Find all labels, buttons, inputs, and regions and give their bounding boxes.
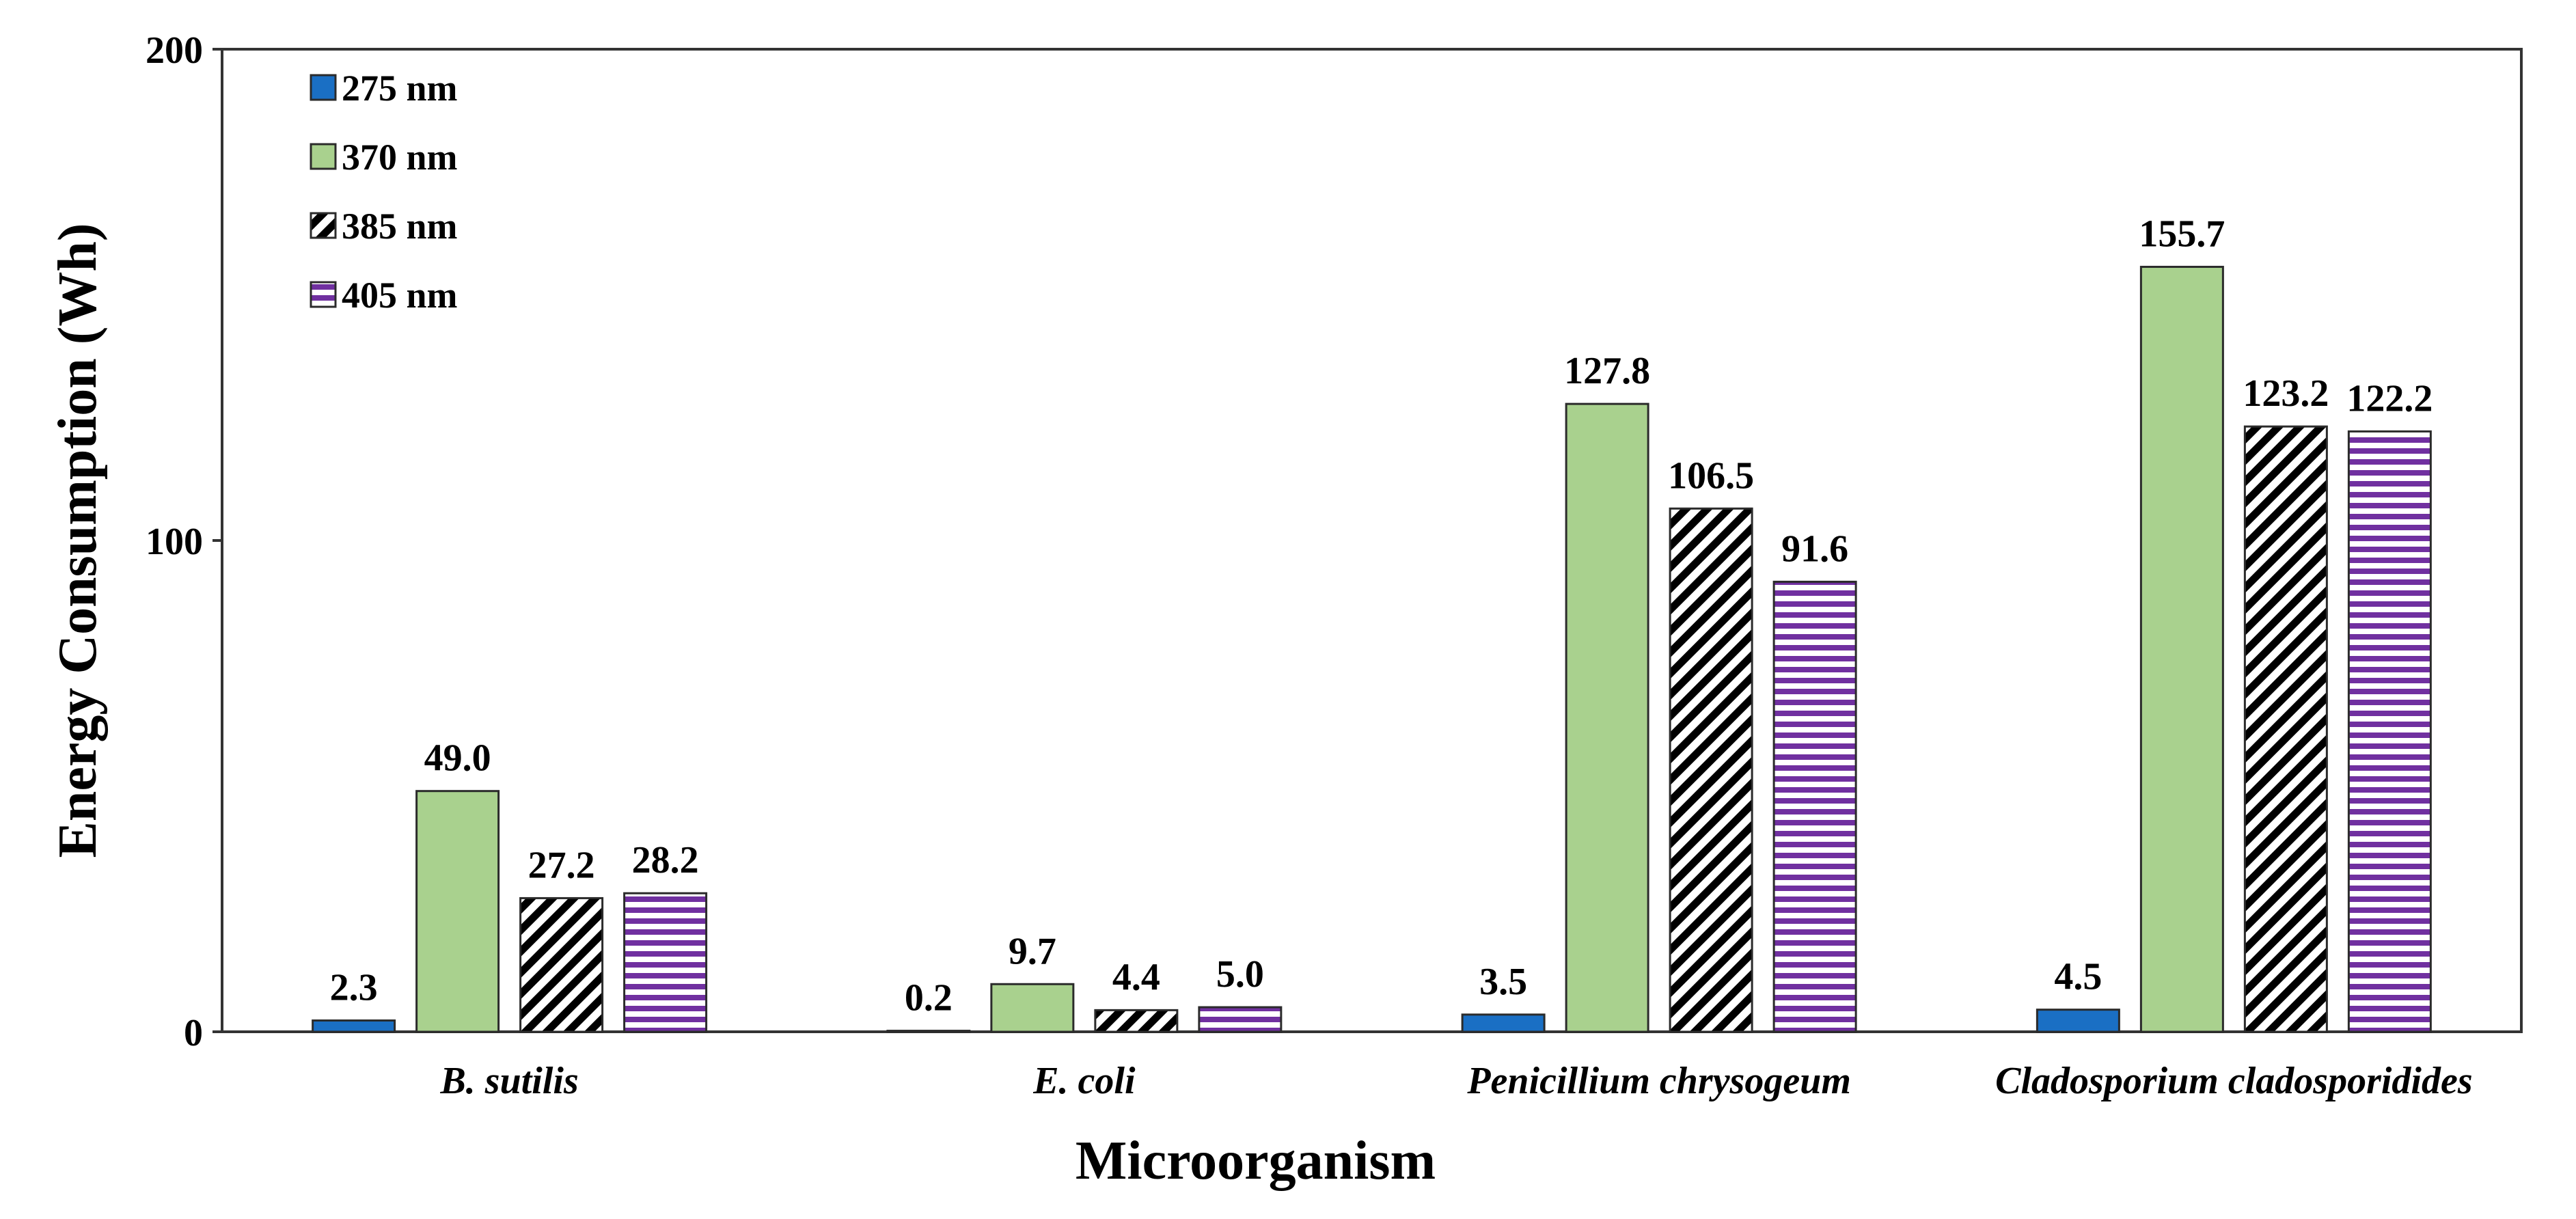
data-label: 123.2	[2243, 372, 2329, 415]
bar-405-nm-2	[1772, 580, 1857, 1033]
data-label: 155.7	[2139, 213, 2225, 256]
legend-swatch	[310, 74, 337, 101]
bar-370-nm-3	[2139, 266, 2224, 1033]
data-label: 91.6	[1781, 528, 1848, 570]
x-axis: B. sutilis E. coli Penicillium chrysogeum C…	[439, 1060, 2472, 1102]
data-label: 0.2	[905, 977, 953, 1019]
data-label: 49.0	[424, 737, 491, 780]
data-label: 5.0	[1216, 953, 1264, 996]
data-label: 4.5	[2054, 956, 2102, 998]
legend-label: 385 nm	[342, 206, 458, 247]
y-axis: 0 100 200	[146, 29, 222, 1054]
y-tick-label: 100	[146, 521, 203, 563]
bar-group: 2.3 49.0 27.2 28.2 0.2 9.7 4.4 5.0 3.5 127.8 106.5…	[312, 213, 2433, 1033]
x-axis-title: Microorganism	[1075, 1131, 1436, 1191]
bar-370-nm-1	[990, 983, 1075, 1033]
data-label: 3.5	[1479, 961, 1527, 1003]
bar-405-nm-1	[1198, 1006, 1283, 1033]
bar-385-nm-1	[1094, 1009, 1179, 1033]
legend-label: 405 nm	[342, 275, 458, 316]
y-tick-label: 0	[184, 1012, 203, 1054]
bar-385-nm-3	[2243, 425, 2328, 1033]
data-label: 106.5	[1668, 454, 1754, 497]
x-category-label: B. sutilis	[439, 1060, 578, 1102]
bar-275-nm-0	[312, 1019, 396, 1033]
legend: 275 nm 370 nm 385 nm 405 nm	[310, 68, 458, 316]
data-label: 9.7	[1009, 930, 1056, 972]
data-label: 28.2	[632, 839, 699, 881]
legend-swatch	[310, 143, 337, 170]
legend-swatch	[310, 281, 337, 308]
x-category-label: Penicillium chrysogeum	[1466, 1060, 1851, 1102]
bar-405-nm-0	[623, 892, 708, 1033]
x-category-label: E. coli	[1032, 1060, 1136, 1102]
data-label: 4.4	[1112, 956, 1160, 998]
bar-275-nm-1	[886, 1030, 971, 1033]
legend-swatch	[310, 212, 337, 239]
bar-385-nm-2	[1669, 507, 1753, 1033]
data-label: 27.2	[528, 844, 595, 886]
y-axis-title: Energy Consumption (Wh)	[48, 223, 108, 858]
y-tick-label: 200	[146, 29, 203, 72]
data-label: 127.8	[1564, 350, 1650, 392]
bar-275-nm-2	[1461, 1013, 1546, 1033]
data-label: 122.2	[2346, 377, 2433, 420]
bar-370-nm-0	[415, 790, 500, 1033]
data-label: 2.3	[330, 966, 378, 1009]
bar-405-nm-3	[2347, 430, 2432, 1033]
bar-385-nm-0	[519, 896, 604, 1033]
bar-370-nm-2	[1565, 402, 1649, 1033]
bar-275-nm-3	[2036, 1009, 2120, 1033]
legend-label: 275 nm	[342, 68, 458, 109]
x-category-label: Cladosporium cladosporidides	[1995, 1060, 2473, 1102]
legend-label: 370 nm	[342, 137, 458, 178]
